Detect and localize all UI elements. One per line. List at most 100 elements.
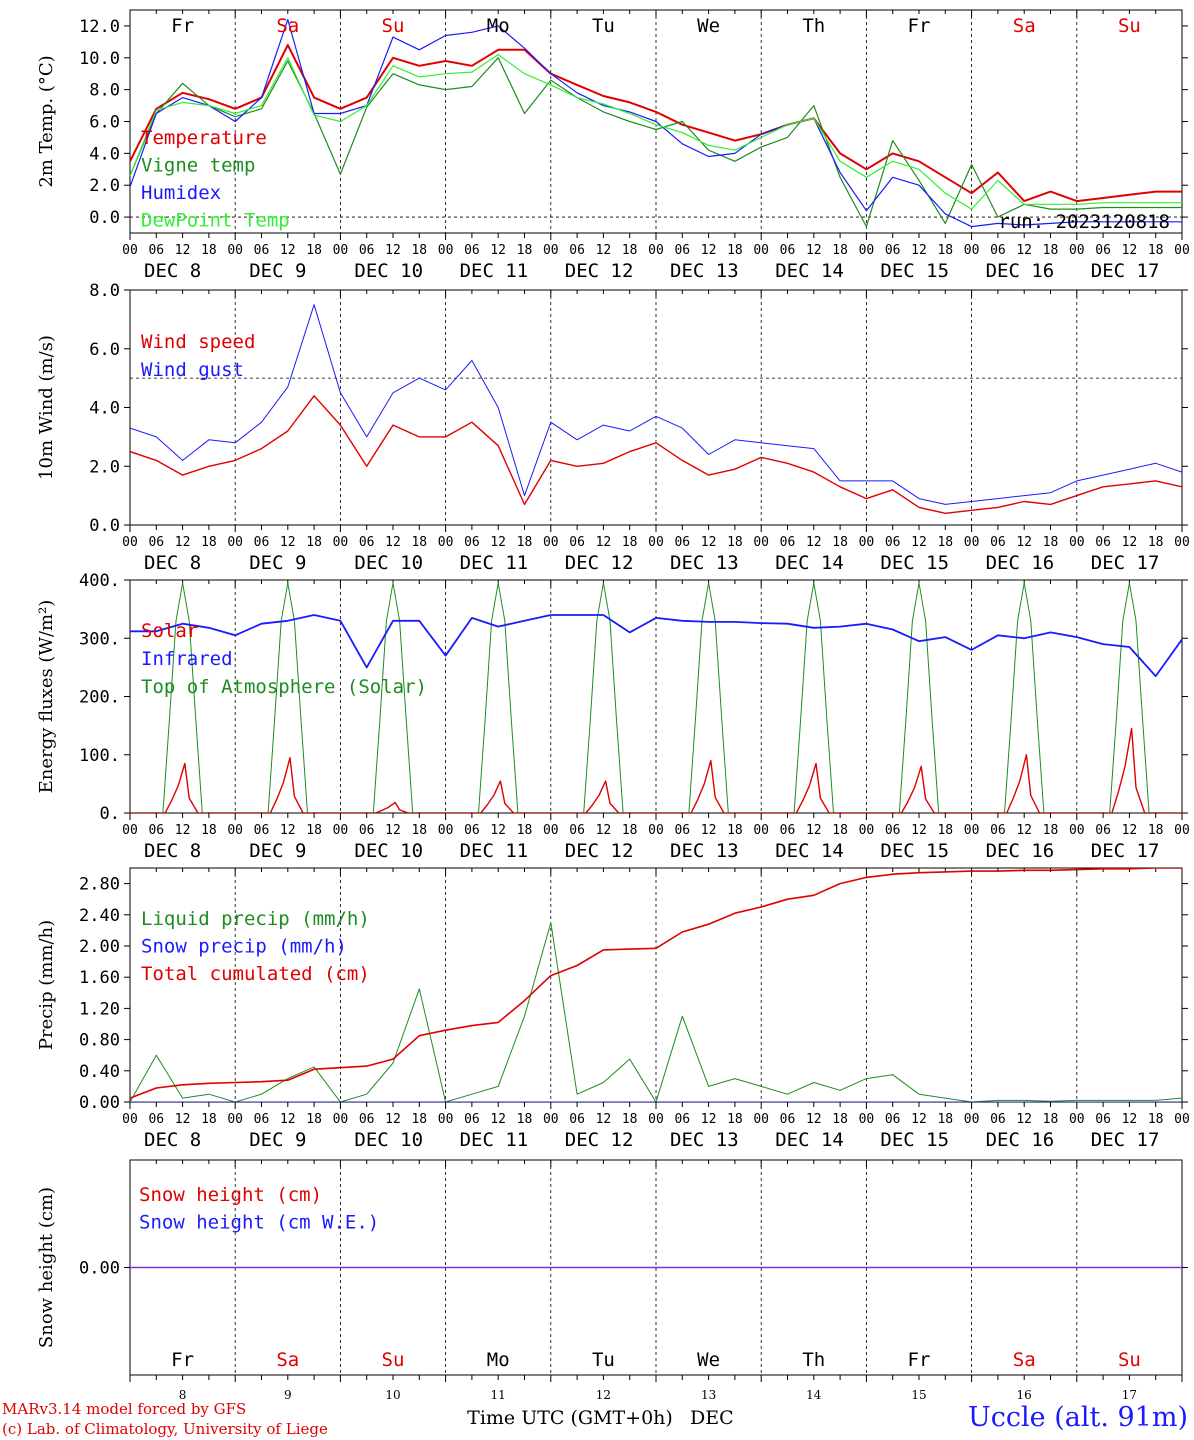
wind-hour-label: 06 (569, 535, 585, 550)
precip-hour-label: 06 (464, 1112, 480, 1127)
energy-hour-label: 18 (306, 823, 322, 838)
lab-credit: (c) Lab. of Climatology, University of L… (2, 1420, 328, 1438)
precip-hour-label: 18 (306, 1112, 322, 1127)
energy-hour-label: 06 (148, 823, 164, 838)
energy-hour-label: 18 (937, 823, 953, 838)
wind-hour-label: 00 (438, 535, 454, 550)
energy-hour-label: 18 (411, 823, 427, 838)
wind-date-label: DEC 12 (565, 552, 634, 574)
wind-hour-label: 00 (964, 535, 980, 550)
temperature-series-line (130, 44, 1182, 203)
wind-hour-label: 12 (806, 535, 822, 550)
precip-axis-label: Precip (mm/h) (36, 920, 57, 1050)
weekday-label: Fr (171, 1349, 194, 1371)
precip-date-label: DEC 8 (144, 1129, 201, 1151)
temperature-date-label: DEC 13 (670, 260, 739, 282)
energy-hour-label: 00 (648, 823, 664, 838)
precip-hour-label: 00 (753, 1112, 769, 1127)
precip-series-line (130, 868, 1182, 1099)
energy-date-label: DEC 8 (144, 840, 201, 862)
temperature-hour-label: 00 (964, 243, 980, 258)
energy-date-label: DEC 17 (1091, 840, 1160, 862)
precip-ytick-label: 0.00 (79, 1093, 120, 1113)
wind-ytick-label: 6.0 (89, 340, 120, 360)
temperature-hour-label: 00 (122, 243, 138, 258)
temperature-hour-label: 06 (674, 243, 690, 258)
energy-ytick-label: 100. (79, 746, 120, 766)
precip-hour-label: 06 (990, 1112, 1006, 1127)
wind-hour-label: 06 (464, 535, 480, 550)
wind-hour-label: 18 (1043, 535, 1059, 550)
wind-hour-label: 00 (227, 535, 243, 550)
wind-hour-label: 00 (648, 535, 664, 550)
precip-hour-label: 18 (1043, 1112, 1059, 1127)
wind-panel: 0.0 2.0 4.0 6.0 8.0 10m Wind (m/s) 00 06 12 18 00 0… (36, 281, 1190, 574)
temperature-hour-label: 12 (1122, 243, 1138, 258)
precip-hour-label: 18 (201, 1112, 217, 1127)
temperature-series-line (130, 19, 1182, 228)
energy-hour-label: 00 (753, 823, 769, 838)
wind-date-label: DEC 9 (249, 552, 306, 574)
precip-hour-label: 18 (832, 1112, 848, 1127)
temperature-hour-label: 06 (885, 243, 901, 258)
precip-series-group (130, 868, 1182, 1102)
temperature-hour-label: 06 (990, 243, 1006, 258)
precip-hour-label: 12 (596, 1112, 612, 1127)
wind-ytick-label: 0.0 (89, 516, 120, 536)
energy-hour-label: 12 (385, 823, 401, 838)
precip-legend-entry: Total cumulated (cm) (141, 963, 370, 985)
energy-ytick-label: 0. (100, 804, 120, 824)
temperature-ytick-label: 12.0 (79, 17, 120, 37)
weekday-label: Su (1118, 1349, 1141, 1371)
energy-hour-label: 00 (543, 823, 559, 838)
precip-hour-label: 18 (727, 1112, 743, 1127)
temperature-ytick-label: 2.0 (89, 176, 120, 196)
temperature-hour-label: 00 (648, 243, 664, 258)
energy-hour-label: 12 (911, 823, 927, 838)
wind-hour-label: 00 (859, 535, 875, 550)
energy-legend-entry: Solar (141, 620, 198, 642)
temperature-series-group (130, 19, 1182, 228)
precip-hour-label: 00 (859, 1112, 875, 1127)
energy-legend-entry: Top of Atmosphere (Solar) (141, 676, 427, 698)
precip-hour-label: 12 (1016, 1112, 1032, 1127)
precip-hour-label: 00 (543, 1112, 559, 1127)
temperature-hour-label: 18 (937, 243, 953, 258)
precip-hour-label: 12 (280, 1112, 296, 1127)
precip-legend-entry: Liquid precip (mm/h) (141, 908, 370, 930)
precip-hour-label: 00 (438, 1112, 454, 1127)
x-axis-title: Time UTC (GMT+0h) (467, 1407, 673, 1429)
energy-hour-label: 00 (227, 823, 243, 838)
energy-legend-entry: Infrared (141, 648, 233, 670)
wind-hour-label: 18 (517, 535, 533, 550)
energy-hour-label: 00 (1069, 823, 1085, 838)
precip-hour-label: 18 (411, 1112, 427, 1127)
precip-hour-label: 06 (148, 1112, 164, 1127)
wind-date-label: DEC 10 (354, 552, 423, 574)
temperature-panel: 0.0 2.0 4.0 6.0 8.0 10.0 12.0 2m Temp. (°C) 00 06… (36, 9, 1190, 282)
wind-hour-label: 06 (674, 535, 690, 550)
infrared-line (130, 614, 1182, 677)
precip-hour-label: 12 (490, 1112, 506, 1127)
precip-hour-label: 00 (122, 1112, 138, 1127)
energy-hour-label: 06 (359, 823, 375, 838)
temperature-hour-label: 12 (596, 243, 612, 258)
precip-ytick-label: 0.80 (79, 1031, 120, 1051)
precip-hour-label: 06 (674, 1112, 690, 1127)
snow-axis-label: Snow height (cm) (36, 1187, 57, 1348)
weekday-label: Fr (908, 15, 931, 37)
energy-panel: 0. 100. 200. 300. 400. Energy fluxes (W/m²) 00… (36, 571, 1190, 862)
precip-hour-label: 06 (359, 1112, 375, 1127)
snow-panel: 0.00 Snow height (cm) Snow height (cm) Snow… (36, 1159, 1188, 1429)
temperature-date-label: DEC 9 (249, 260, 306, 282)
weekday-label: Mo (487, 15, 510, 37)
wind-hour-label: 06 (780, 535, 796, 550)
precip-ytick-label: 2.00 (79, 937, 120, 957)
weekday-label: Tu (592, 15, 615, 37)
temperature-hour-label: 18 (622, 243, 638, 258)
precip-hour-label: 18 (622, 1112, 638, 1127)
energy-hour-label: 12 (490, 823, 506, 838)
temperature-hour-label: 12 (175, 243, 191, 258)
precip-date-label: DEC 13 (670, 1129, 739, 1151)
